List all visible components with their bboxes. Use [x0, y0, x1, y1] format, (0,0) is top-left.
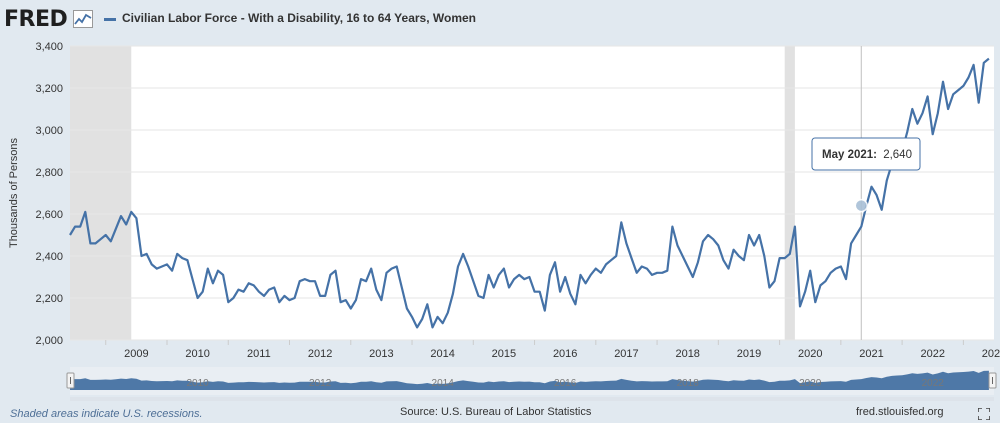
x-tick-label: 2009	[124, 348, 148, 360]
y-tick-label: 3,400	[35, 41, 63, 53]
x-tick-label: 2022	[920, 348, 944, 360]
recession-note: Shaded areas indicate U.S. recessions.	[10, 408, 203, 420]
fred-logo[interactable]: FRED	[4, 7, 68, 32]
y-tick-label: 2,400	[35, 251, 63, 263]
navigator-ticks: 2010 2012 2014 2016 2018 2020 2022	[186, 378, 944, 389]
x-tick-label: 2015	[492, 348, 516, 360]
y-tick-label: 2,800	[35, 167, 63, 179]
series-legend-swatch	[104, 18, 116, 21]
x-tick-label: 2021	[859, 348, 883, 360]
recession-band	[70, 46, 132, 340]
y-tick-label: 3,200	[35, 83, 63, 95]
navigator-scrollbar[interactable]	[70, 397, 994, 401]
x-tick-label: 2017	[614, 348, 638, 360]
y-axis-label: Thousands of Persons	[8, 137, 20, 248]
svg-text:May 2021: 2,640: May 2021: 2,640	[822, 149, 912, 161]
tooltip-value: 2,640	[883, 149, 912, 161]
navigator-tick-label: 2012	[309, 378, 332, 389]
plot-background	[70, 46, 994, 340]
tooltip-date: May 2021:	[822, 149, 877, 161]
x-axis-ticks: 2009 2010 2011 2012 2013 2014 2015 2016 2017 2018…	[105, 340, 1000, 360]
recession-band	[784, 46, 795, 340]
x-tick-label: 2011	[247, 348, 271, 360]
hover-marker[interactable]	[854, 198, 869, 213]
x-tick-label: 2012	[308, 348, 332, 360]
navigator-tick-label: 2020	[799, 378, 822, 389]
recession-shading	[70, 46, 795, 340]
y-tick-label: 2,000	[35, 335, 63, 347]
x-tick-label: 2016	[553, 348, 577, 360]
x-tick-label: 2020	[798, 348, 822, 360]
source-text: Source: U.S. Bureau of Labor Statistics	[400, 406, 592, 418]
y-axis-ticks: 2,000 2,200 2,400 2,600 2,800 3,000 3,200 3,400	[35, 41, 63, 347]
line-chart-icon	[73, 10, 93, 28]
navigator-tick-label: 2022	[922, 378, 945, 389]
navigator-tick-label: 2018	[677, 378, 700, 389]
x-tick-label: 2019	[737, 348, 761, 360]
x-tick-label: 2014	[430, 348, 454, 360]
navigator-tick-label: 2016	[554, 378, 577, 389]
tooltip: May 2021: 2,640	[811, 137, 921, 171]
x-tick-label: 2013	[369, 348, 393, 360]
fullscreen-icon[interactable]	[978, 408, 990, 420]
x-tick-label: 2018	[675, 348, 699, 360]
grid-lines	[70, 45, 994, 341]
series-line[interactable]	[69, 57, 990, 329]
x-tick-label: 2023	[982, 348, 1000, 360]
navigator-tick-label: 2010	[186, 378, 209, 389]
x-tick-label: 2010	[185, 348, 209, 360]
navigator-track[interactable]	[70, 367, 994, 395]
navigator-tick-label: 2014	[432, 378, 455, 389]
y-tick-label: 2,200	[35, 293, 63, 305]
y-tick-label: 3,000	[35, 125, 63, 137]
chart-title: Civilian Labor Force - With a Disability…	[122, 11, 476, 25]
y-tick-label: 2,600	[35, 209, 63, 221]
navigator-area	[70, 370, 989, 390]
chart-header: FRED Civilian Labor Force - With a Disab…	[0, 0, 1000, 40]
fred-url-link[interactable]: fred.stlouisfed.org	[856, 406, 944, 418]
